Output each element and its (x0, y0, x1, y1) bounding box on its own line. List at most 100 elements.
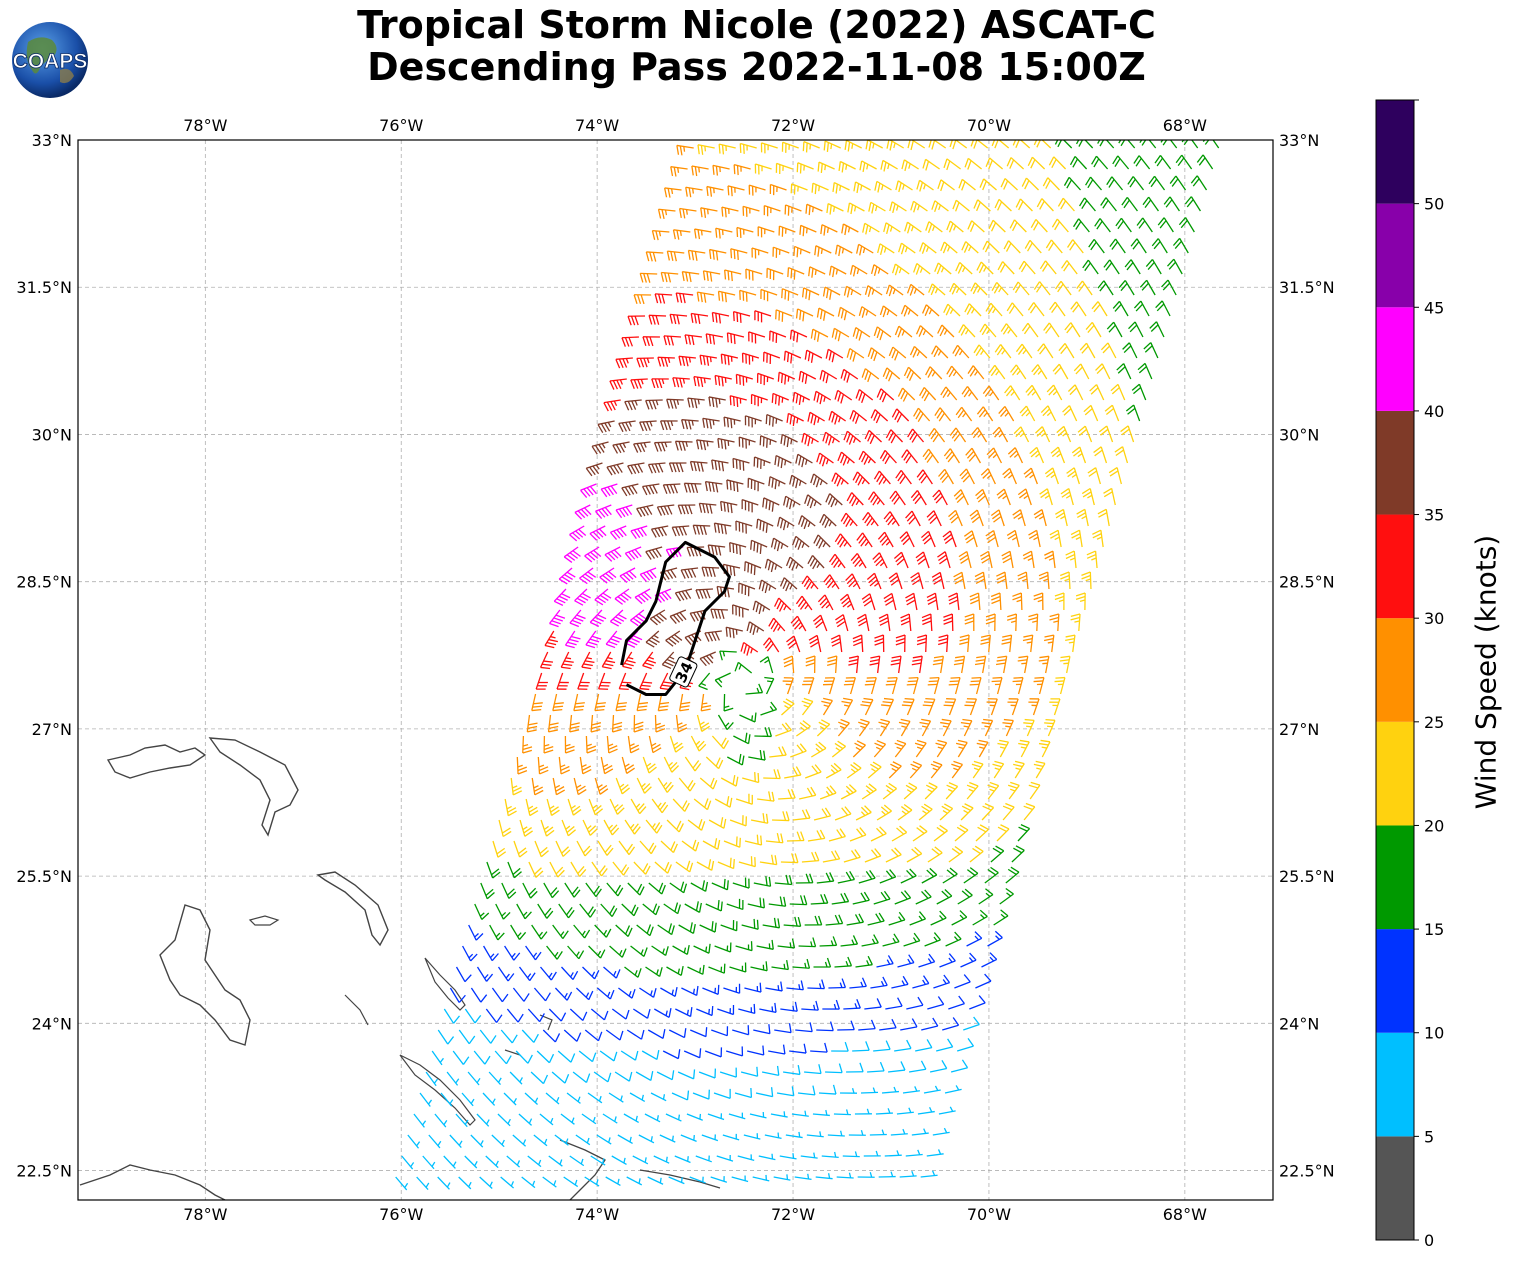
wind-barb (590, 1008, 609, 1021)
wind-barb (564, 630, 581, 649)
wind-barb (759, 1002, 777, 1013)
wind-barb (582, 966, 600, 980)
wind-barb (920, 530, 936, 548)
wind-barb (985, 530, 999, 548)
wind-barb (840, 935, 859, 947)
wind-barb (1054, 676, 1066, 695)
wind-barb (696, 714, 711, 733)
wind-barb (1038, 655, 1050, 674)
wind-barb (783, 655, 795, 674)
wind-barb (710, 1176, 728, 1183)
wind-barb (642, 651, 657, 670)
wind-barb (569, 1008, 588, 1021)
wind-barb (556, 672, 569, 690)
wind-barb (1131, 383, 1147, 401)
wind-barb (792, 809, 811, 821)
contour-line-34kt (620, 540, 731, 696)
wind-barb (699, 651, 716, 667)
wind-barb (775, 162, 793, 175)
wind-barb (819, 369, 838, 384)
colorbar-bin (1376, 203, 1414, 308)
wind-barb (594, 924, 612, 938)
wind-barb (945, 782, 959, 800)
wind-barb (837, 451, 855, 466)
wind-barb (687, 249, 706, 261)
wind-barb (1060, 488, 1074, 506)
wind-barb (491, 987, 509, 1003)
wind-barb (948, 995, 965, 1010)
wind-barb (725, 626, 743, 639)
wind-barb (890, 1128, 908, 1136)
plot-frame (77, 139, 1274, 1201)
wind-barb (1002, 467, 1017, 485)
wind-barb (1118, 140, 1136, 149)
wind-barb (985, 613, 996, 632)
wind-barb (663, 902, 682, 915)
wind-barb (1130, 238, 1147, 254)
wind-barb (717, 857, 735, 870)
wind-barb (531, 693, 543, 712)
wind-barb (970, 140, 989, 149)
wind-barb (627, 735, 640, 754)
wind-barb (697, 144, 715, 155)
wind-barb (1033, 676, 1045, 695)
wind-barb (982, 240, 1000, 254)
wind-barb (786, 412, 804, 427)
wind-barb (759, 656, 774, 674)
wind-barb (1100, 197, 1117, 212)
wind-barb (909, 345, 928, 359)
wind-barb (898, 242, 916, 255)
wind-barb (560, 1113, 575, 1125)
wind-barb (958, 550, 972, 569)
wind-barb (843, 430, 861, 445)
colorbar-tick-label: 15 (1424, 920, 1444, 939)
wind-barb (603, 819, 620, 836)
wind-barb (1023, 467, 1038, 485)
wind-barb (663, 335, 681, 346)
wind-barb (1075, 592, 1086, 611)
wind-barb (1054, 592, 1065, 611)
colorbar-tick-label: 35 (1424, 506, 1444, 525)
wind-barb (1035, 426, 1051, 443)
wind-barb (1106, 176, 1124, 191)
wind-barb (690, 312, 709, 324)
graticule (78, 140, 1273, 1200)
wind-barb (849, 827, 867, 842)
lat-tick-label-right: 27°N (1279, 720, 1319, 739)
wind-barb (595, 504, 612, 519)
wind-barb (978, 888, 994, 905)
wind-barb (577, 672, 590, 690)
wind-barb (739, 289, 757, 302)
wind-barb (750, 539, 768, 554)
wind-barb (1077, 425, 1093, 443)
wind-barb (657, 777, 674, 793)
wind-barb (922, 448, 939, 464)
wind-barb (774, 455, 792, 469)
wind-barb (760, 142, 778, 154)
wind-barb (647, 1029, 666, 1040)
wind-barb (876, 804, 892, 821)
wind-barb (711, 735, 729, 750)
wind-barb (879, 449, 897, 465)
wind-barb (704, 480, 723, 493)
wind-barb (882, 367, 901, 382)
wind-barb (666, 965, 684, 976)
wind-barb (858, 306, 877, 318)
wind-barb (939, 953, 956, 968)
wind-barb (757, 791, 775, 802)
wind-barb (1070, 301, 1087, 317)
wind-barb (961, 386, 979, 401)
wind-barb (516, 756, 528, 775)
lat-tick-label-right: 30°N (1279, 425, 1319, 444)
wind-barb (687, 964, 705, 975)
wind-barb (916, 179, 934, 192)
wind-barb (963, 867, 979, 884)
wind-barb (597, 420, 615, 433)
wind-barb (760, 701, 778, 716)
wind-barb (699, 921, 717, 933)
wind-barb (998, 405, 1015, 422)
wind-barb (719, 650, 737, 661)
wind-barb (747, 897, 765, 909)
wind-barb (949, 140, 968, 150)
